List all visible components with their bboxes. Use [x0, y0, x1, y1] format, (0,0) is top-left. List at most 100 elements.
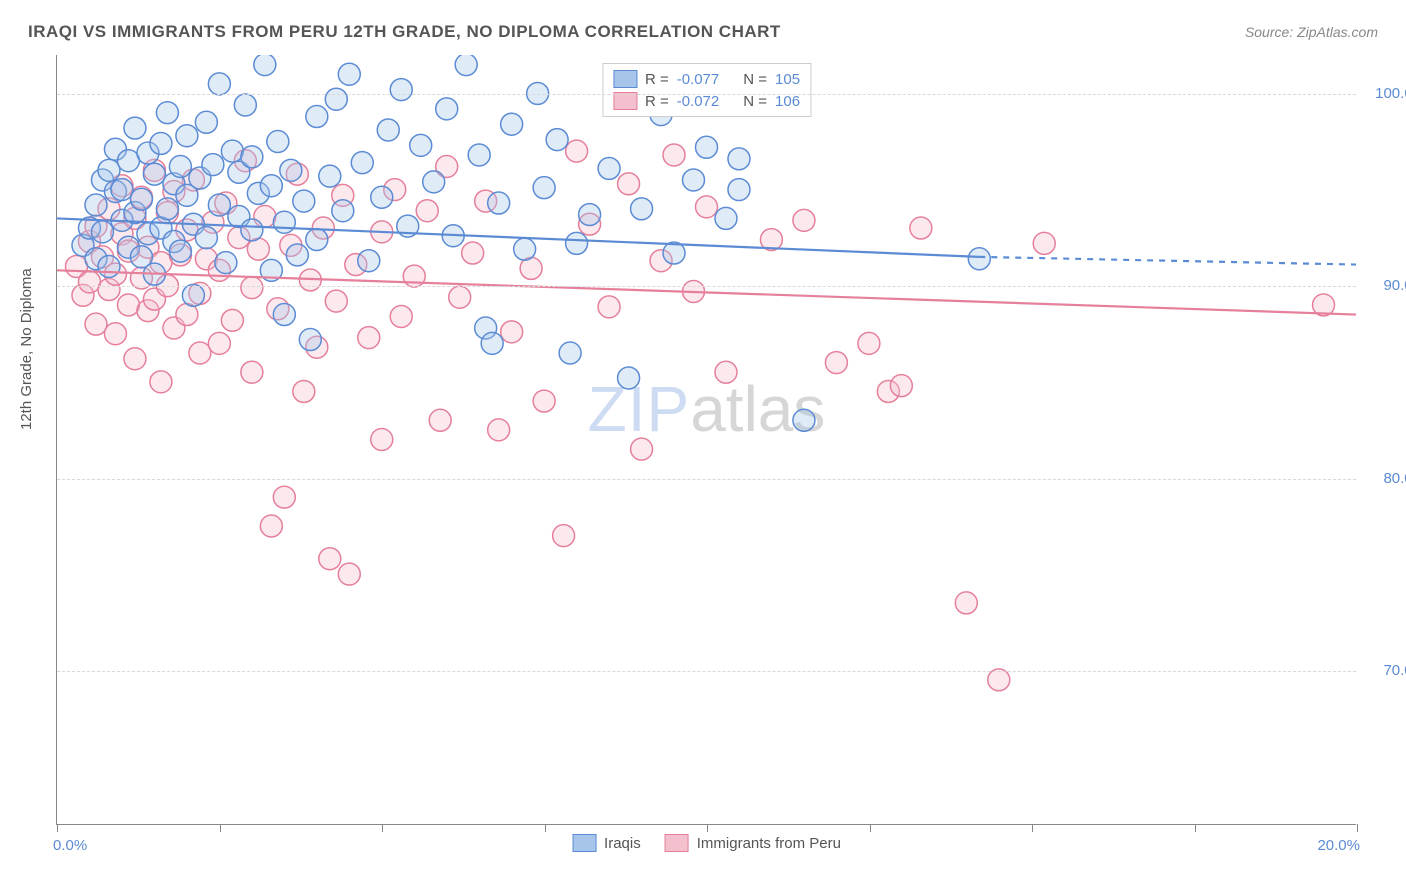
- scatter-point: [182, 213, 204, 235]
- scatter-point: [247, 238, 269, 260]
- scatter-point: [299, 329, 321, 351]
- correlation-legend: R = -0.077 N = 105 R = -0.072 N = 106: [602, 63, 811, 117]
- scatter-point: [618, 367, 640, 389]
- scatter-point: [143, 159, 165, 181]
- trend-line: [57, 270, 1356, 314]
- scatter-point: [273, 486, 295, 508]
- bottom-legend-peru: Immigrants from Peru: [665, 834, 841, 852]
- bottom-legend-iraqis: Iraqis: [572, 834, 641, 852]
- scatter-point: [319, 165, 341, 187]
- bottom-legend-label-peru: Immigrants from Peru: [697, 835, 841, 852]
- scatter-point: [215, 192, 237, 214]
- scatter-point: [169, 156, 191, 178]
- scatter-point: [338, 63, 360, 85]
- scatter-point: [312, 217, 334, 239]
- scatter-point: [319, 548, 341, 570]
- bottom-legend: Iraqis Immigrants from Peru: [572, 834, 841, 852]
- scatter-point: [208, 194, 230, 216]
- scatter-point: [189, 167, 211, 189]
- scatter-point: [390, 79, 412, 101]
- scatter-point: [163, 173, 185, 195]
- scatter-point: [371, 429, 393, 451]
- scatter-point: [332, 184, 354, 206]
- scatter-point: [195, 248, 217, 270]
- scatter-point: [371, 221, 393, 243]
- scatter-point: [176, 125, 198, 147]
- scatter-point: [202, 211, 224, 233]
- scatter-point: [332, 200, 354, 222]
- scatter-point: [260, 515, 282, 537]
- scatter-point: [442, 225, 464, 247]
- scatter-point: [293, 190, 315, 212]
- scatter-point: [280, 234, 302, 256]
- scatter-point: [202, 154, 224, 176]
- trend-line: [57, 218, 979, 256]
- legend-r-value-iraqis: -0.077: [677, 71, 720, 88]
- scatter-point: [345, 254, 367, 276]
- scatter-point: [455, 55, 477, 76]
- scatter-point: [143, 263, 165, 285]
- scatter-point: [104, 263, 126, 285]
- scatter-point: [163, 317, 185, 339]
- legend-swatch-peru: [613, 92, 637, 110]
- scatter-point: [696, 196, 718, 218]
- y-tick-label: 100.0%: [1366, 85, 1406, 102]
- scatter-point: [169, 244, 191, 266]
- scatter-point: [117, 236, 139, 258]
- scatter-point: [696, 136, 718, 158]
- watermark-zip: ZIP: [588, 373, 691, 445]
- scatter-point: [169, 240, 191, 262]
- legend-n-value-peru: 106: [775, 93, 800, 110]
- scatter-point: [618, 173, 640, 195]
- scatter-point: [728, 179, 750, 201]
- scatter-point: [247, 182, 269, 204]
- y-tick-label: 80.0%: [1366, 470, 1406, 487]
- scatter-point: [117, 294, 139, 316]
- scatter-point: [968, 248, 990, 270]
- scatter-point: [553, 525, 575, 547]
- scatter-point: [663, 242, 685, 264]
- scatter-point: [111, 179, 133, 201]
- legend-n-label: N =: [743, 93, 767, 110]
- scatter-point: [208, 73, 230, 95]
- scatter-point: [111, 175, 133, 197]
- scatter-point: [546, 129, 568, 151]
- scatter-point: [683, 280, 705, 302]
- scatter-point: [436, 98, 458, 120]
- scatter-point: [683, 169, 705, 191]
- scatter-point: [260, 259, 282, 281]
- scatter-point: [488, 192, 510, 214]
- scatter-point: [234, 94, 256, 116]
- scatter-point: [234, 150, 256, 172]
- chart-svg: [57, 55, 1356, 824]
- x-tick-label-right: 20.0%: [1317, 837, 1360, 854]
- scatter-point: [182, 169, 204, 191]
- scatter-point: [78, 230, 100, 252]
- bottom-legend-label-iraqis: Iraqis: [604, 835, 641, 852]
- scatter-point: [124, 348, 146, 370]
- scatter-point: [890, 375, 912, 397]
- scatter-point: [306, 106, 328, 128]
- scatter-point: [273, 304, 295, 326]
- scatter-point: [728, 148, 750, 170]
- y-tick-label: 90.0%: [1366, 277, 1406, 294]
- scatter-point: [514, 238, 536, 260]
- scatter-point: [150, 371, 172, 393]
- scatter-point: [182, 284, 204, 306]
- legend-r-label: R =: [645, 93, 669, 110]
- watermark: ZIPatlas: [588, 372, 826, 446]
- scatter-point: [559, 342, 581, 364]
- legend-swatch-iraqis: [613, 70, 637, 88]
- scatter-point: [124, 202, 146, 224]
- scatter-point: [72, 284, 94, 306]
- scatter-point: [462, 242, 484, 264]
- scatter-point: [104, 138, 126, 160]
- y-tick-label: 70.0%: [1366, 662, 1406, 679]
- scatter-point: [176, 304, 198, 326]
- scatter-point: [150, 252, 172, 274]
- scatter-point: [299, 269, 321, 291]
- scatter-point: [416, 200, 438, 222]
- scatter-point: [124, 207, 146, 229]
- scatter-point: [195, 227, 217, 249]
- scatter-point: [91, 246, 113, 268]
